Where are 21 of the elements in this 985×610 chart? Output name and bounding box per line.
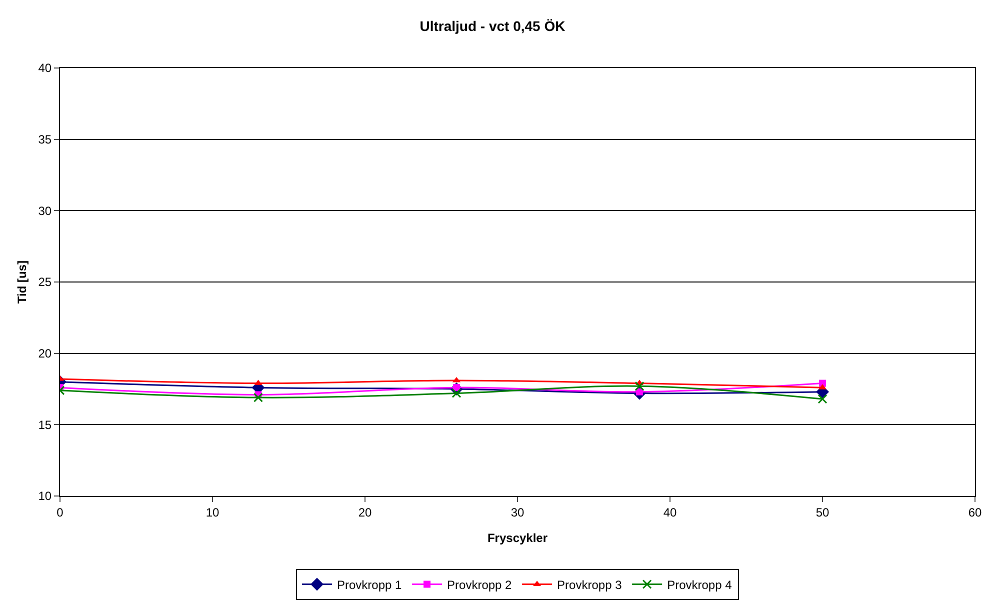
x-tick-label: 30 [510, 505, 524, 520]
legend-label: Provkropp 3 [557, 578, 622, 592]
x-tick-label: 20 [358, 505, 372, 520]
y-tick-label: 10 [38, 489, 52, 504]
legend-label: Provkropp 4 [667, 578, 732, 592]
y-tick-label: 15 [38, 418, 52, 432]
y-tick-label: 20 [38, 346, 52, 361]
x-axis-title: Fryscykler [487, 531, 548, 545]
y-tick-label: 30 [38, 204, 52, 218]
x-tick-label: 50 [816, 505, 830, 520]
x-tick-label: 10 [206, 505, 220, 520]
y-tick-label: 35 [38, 132, 52, 147]
chart-title: Ultraljud - vct 0,45 ÖK [420, 18, 566, 34]
x-tick-label: 40 [663, 505, 677, 520]
legend-label: Provkropp 2 [447, 578, 512, 592]
x-tick-label: 60 [968, 505, 982, 520]
y-tick-label: 25 [38, 275, 52, 290]
legend-label: Provkropp 1 [337, 578, 402, 592]
x-tick-label: 0 [56, 505, 64, 520]
y-axis-title: Tid [us] [15, 260, 29, 304]
y-tick-label: 40 [38, 61, 52, 76]
